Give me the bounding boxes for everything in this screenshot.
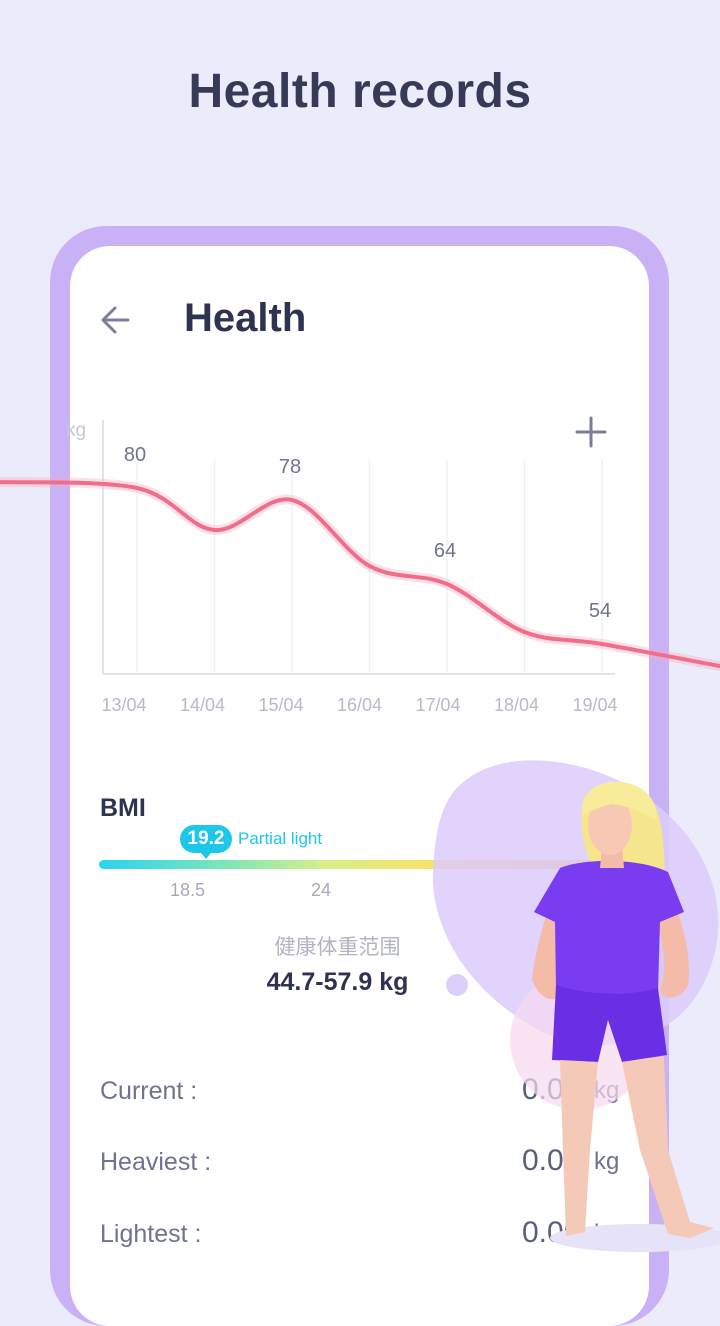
screen-title: Health [184,296,307,340]
stat-unit: kg [594,1077,620,1104]
stat-unit: kg [594,1148,620,1175]
stat-value: 0.00 [522,1216,581,1249]
healthy-range-label: 健康体重范围 [274,936,401,959]
bmi-label: BMI [100,794,146,822]
data-label: 78 [279,456,301,478]
stat-label: Lightest : [100,1220,202,1248]
x-tick-label: 16/04 [337,695,382,715]
range-indicator-dot [446,974,468,996]
bmi-scale-bar [99,860,599,869]
bmi-tick-24: 24 [311,880,332,900]
data-label: 80 [124,444,146,466]
stat-row-current: Current : 0.0 kg [100,1073,620,1117]
stat-row-lightest: Lightest : 0.00 kg [100,1216,620,1260]
stat-unit: kg [594,1220,620,1247]
x-tick-label: 19/04 [572,695,617,715]
stat-label: Current : [100,1077,198,1105]
healthy-range-value: 44.7-57.9 kg [266,968,409,996]
bmi-status: Partial light [238,829,323,848]
plus-icon[interactable] [574,415,608,449]
x-tick-label: 13/04 [101,695,146,715]
arrow-left-icon[interactable] [100,303,132,337]
data-label: 64 [434,540,456,562]
y-axis-unit-label: kg [66,420,86,441]
data-label: 54 [589,600,611,622]
stat-row-heaviest: Heaviest : 0.0 kg [100,1144,620,1188]
x-tick-label: 17/04 [415,695,460,715]
stat-value: 0.0 [522,1144,564,1177]
bmi-value-badge: 19.2 [180,825,232,853]
weight-line-glow [0,477,720,672]
bmi-tick-18-5: 18.5 [170,880,206,900]
stat-label: Heaviest : [100,1148,212,1176]
stat-value: 0.0 [522,1073,564,1106]
bmi-badge-pointer [201,853,211,859]
x-tick-label: 18/04 [494,695,539,715]
weight-line [0,480,720,669]
page-headline: Health records [188,65,532,118]
weight-chart: kg 80 78 64 54 13/04 14/04 15/04 16/04 17/04 18/… [0,420,720,715]
x-tick-label: 14/04 [180,695,225,715]
x-tick-label: 15/04 [258,695,303,715]
